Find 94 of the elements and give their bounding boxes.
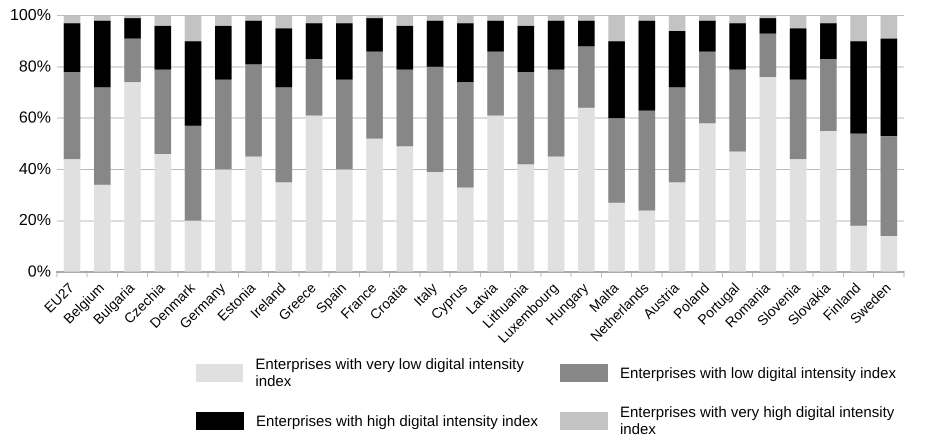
bar — [548, 69, 564, 157]
y-tick-label: 40% — [18, 160, 51, 178]
y-tick-label: 100% — [10, 7, 51, 24]
bar — [820, 131, 837, 272]
bar — [638, 110, 656, 211]
bar — [214, 26, 232, 80]
bar — [820, 59, 837, 132]
bar — [94, 20, 111, 88]
bar — [850, 226, 867, 272]
bar — [699, 52, 716, 124]
bar — [790, 28, 806, 80]
bar — [487, 116, 504, 272]
bar — [880, 38, 898, 136]
bar — [245, 20, 262, 64]
bar — [64, 23, 80, 72]
bar — [276, 87, 292, 182]
bar — [396, 146, 414, 272]
bar — [124, 38, 141, 82]
bar — [608, 118, 625, 203]
y-tick-label: 60% — [18, 110, 51, 127]
bar — [820, 23, 837, 60]
bar — [154, 154, 172, 272]
bar — [184, 220, 202, 272]
bar — [729, 69, 746, 152]
bar — [214, 169, 232, 272]
bar — [154, 26, 172, 70]
bar — [457, 187, 474, 272]
bar — [760, 77, 776, 272]
bar — [276, 28, 292, 88]
bar — [548, 156, 564, 272]
legend-label: Enterprises with low digital intensity index — [620, 364, 896, 382]
bar — [880, 136, 898, 236]
bar — [760, 34, 776, 78]
bar — [699, 123, 716, 272]
bar — [245, 64, 262, 157]
bar — [518, 164, 534, 272]
bar — [154, 69, 172, 154]
bar — [366, 138, 383, 272]
bar — [850, 41, 867, 134]
bar — [487, 20, 504, 52]
bar — [306, 59, 322, 116]
bar — [306, 23, 322, 60]
legend-label: Enterprises with high digital intensity index — [256, 412, 538, 430]
bar — [668, 182, 686, 272]
bar — [64, 159, 80, 272]
bar — [94, 184, 111, 272]
bar — [729, 23, 746, 70]
bar — [578, 108, 595, 272]
bar — [518, 26, 534, 72]
bar — [699, 20, 716, 52]
bar — [366, 52, 383, 139]
y-tick-label: 80% — [18, 58, 51, 76]
bar — [426, 20, 444, 67]
bar — [548, 20, 564, 70]
bar — [94, 87, 111, 185]
bar — [457, 82, 474, 188]
bar — [336, 23, 353, 80]
bar — [124, 18, 141, 39]
bar — [336, 80, 353, 170]
bar — [790, 80, 806, 160]
bar — [396, 26, 414, 70]
bar — [245, 156, 262, 272]
y-tick-label: 20% — [18, 212, 51, 230]
bar — [729, 152, 746, 272]
bar — [790, 159, 806, 272]
bar — [668, 30, 686, 88]
bar — [518, 72, 534, 164]
bar — [426, 172, 444, 272]
legend-label: Enterprises with very low digital intensity index — [255, 356, 525, 390]
bar — [760, 18, 776, 34]
bar — [578, 20, 595, 46]
legend-label: Enterprises with very high digital intensity index — [620, 404, 896, 438]
bar — [638, 20, 656, 110]
bar — [608, 41, 625, 118]
y-tick-label: 0% — [28, 263, 51, 280]
bar — [457, 23, 474, 82]
bar — [426, 66, 444, 172]
bar — [64, 72, 80, 160]
bar — [608, 202, 625, 272]
bar — [336, 169, 353, 272]
bar — [578, 46, 595, 108]
bar — [124, 82, 141, 272]
bar — [487, 52, 504, 116]
bar — [850, 134, 867, 226]
bar — [184, 41, 202, 126]
bar — [880, 236, 898, 272]
bar — [214, 80, 232, 170]
bar — [306, 116, 322, 272]
bar — [366, 18, 383, 52]
bar — [184, 126, 202, 221]
bar — [276, 182, 292, 272]
bar — [396, 69, 414, 146]
bar — [668, 87, 686, 182]
bar — [638, 210, 656, 272]
